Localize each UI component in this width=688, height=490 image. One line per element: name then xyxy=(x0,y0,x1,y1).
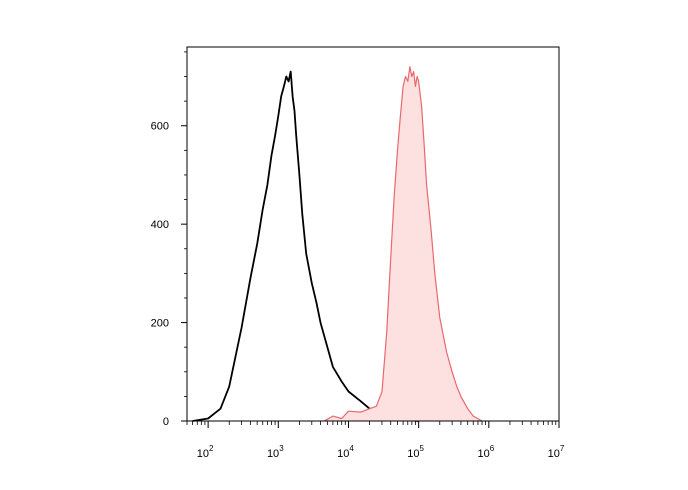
x-axis: 102 103 104 105 106 107 xyxy=(186,421,565,460)
plot-frame xyxy=(186,46,560,422)
series-1-line xyxy=(323,66,483,422)
plot-series-layer xyxy=(192,66,483,422)
y-tick-label: 600 xyxy=(151,121,169,133)
y-tick-label: 400 xyxy=(151,219,169,231)
x-tick-label: 105 xyxy=(407,444,424,460)
y-tick-label: 0 xyxy=(163,416,169,428)
x-tick-label: 102 xyxy=(197,444,214,460)
series-0-line xyxy=(192,70,419,422)
x-tick-label: 104 xyxy=(337,444,354,460)
x-tick-label: 106 xyxy=(477,444,494,460)
series-1-area xyxy=(324,66,482,421)
y-tick-label: 200 xyxy=(151,318,169,330)
x-tick-label: 103 xyxy=(267,444,284,460)
x-tick-label: 107 xyxy=(548,444,565,460)
y-axis: 0 200 400 600 xyxy=(151,51,187,428)
